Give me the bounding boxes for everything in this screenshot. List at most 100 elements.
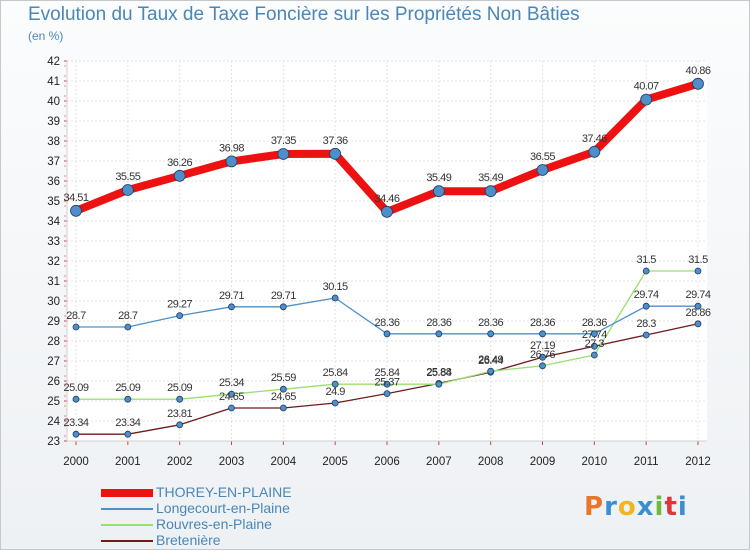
data-label: 26.49 [478, 354, 503, 366]
data-point [588, 145, 601, 158]
data-point [642, 331, 650, 339]
data-point [72, 323, 80, 331]
y-axis-dot [64, 235, 66, 237]
y-tick-label: 36 [47, 176, 60, 188]
data-point [487, 367, 495, 375]
data-label: 25.09 [115, 382, 140, 394]
data-point [435, 380, 443, 388]
y-axis-dot [64, 275, 66, 277]
y-axis-dot [64, 245, 66, 247]
x-tick-label: 2008 [478, 456, 504, 468]
data-label: 28.3 [636, 318, 656, 330]
y-axis-dot [64, 305, 66, 307]
data-point [228, 303, 235, 311]
data-point [642, 302, 650, 310]
data-label: 29.74 [634, 289, 659, 301]
x-tick-label: 2012 [685, 456, 711, 468]
logo-letter: t [664, 492, 678, 522]
y-axis-dot [64, 415, 66, 417]
data-point [70, 204, 82, 217]
data-point [432, 185, 445, 198]
y-axis-dot [64, 335, 66, 337]
y-axis-dot [64, 385, 66, 387]
data-point [329, 147, 342, 160]
data-point [590, 351, 598, 359]
legend-swatch-breteniere [101, 540, 153, 542]
y-axis-dot [64, 365, 66, 367]
data-label: 25.09 [63, 382, 88, 394]
data-label: 34.51 [63, 192, 88, 204]
data-point [642, 267, 650, 275]
data-point [124, 430, 132, 438]
data-label: 36.55 [530, 151, 555, 163]
y-tick-label: 37 [47, 156, 60, 168]
data-point [176, 312, 184, 320]
data-point [331, 380, 339, 388]
y-tick-label: 40 [47, 96, 60, 108]
data-label: 30.15 [323, 281, 348, 293]
y-axis-dot [64, 205, 66, 207]
data-label: 25.37 [374, 377, 399, 389]
y-axis-dot [64, 325, 66, 327]
y-axis-dot [64, 295, 66, 297]
data-point [176, 421, 184, 429]
y-tick-label: 25 [47, 396, 60, 408]
y-axis-dot [64, 115, 66, 117]
data-point [225, 155, 238, 168]
logo-letter: i [654, 492, 665, 522]
y-axis-dot [64, 395, 66, 397]
y-tick-label: 32 [47, 256, 60, 268]
data-label: 28.36 [374, 317, 399, 329]
data-label: 27.3 [585, 338, 605, 350]
x-tick-label: 2003 [219, 456, 245, 468]
data-label: 28.36 [478, 317, 503, 329]
x-tick-label: 2010 [582, 456, 608, 468]
logo-letter: P [584, 492, 605, 522]
x-tick-label: 2001 [115, 456, 141, 468]
y-tick-label: 35 [47, 196, 60, 208]
data-label: 35.55 [115, 171, 140, 183]
data-label: 28.36 [530, 317, 555, 329]
y-tick-label: 34 [47, 216, 60, 228]
y-axis-dot [64, 175, 66, 177]
data-label: 29.71 [219, 290, 244, 302]
y-axis-dot [64, 75, 66, 77]
data-point [279, 385, 287, 393]
data-label: 31.5 [636, 254, 656, 266]
data-point [176, 395, 184, 403]
y-axis-dot [64, 95, 66, 97]
data-label: 23.81 [167, 408, 192, 420]
data-point [487, 330, 495, 338]
data-label: 27.74 [582, 329, 607, 341]
x-tick-label: 2007 [426, 456, 452, 468]
y-axis-dot [64, 375, 66, 377]
data-point [279, 303, 287, 311]
data-point [228, 390, 235, 398]
y-tick-label: 28 [47, 336, 60, 348]
data-point [124, 395, 132, 403]
y-tick-label: 30 [47, 296, 60, 308]
data-label: 26.44 [478, 355, 503, 367]
data-label: 25.34 [219, 377, 244, 389]
data-point [640, 93, 653, 106]
data-point [484, 185, 497, 198]
data-point [539, 362, 546, 370]
y-tick-label: 26 [47, 376, 60, 388]
data-label: 24.65 [219, 391, 244, 403]
data-label: 40.86 [685, 65, 710, 77]
y-axis-dot [64, 125, 66, 127]
y-axis-dot [64, 85, 66, 87]
data-point [124, 323, 132, 331]
logo-letter: o [617, 492, 637, 522]
y-axis-dot [64, 225, 66, 227]
data-point [536, 164, 549, 176]
data-label: 29.74 [685, 289, 710, 301]
x-tick-label: 2011 [634, 456, 659, 468]
proxiti-logo: Proxiti [584, 492, 688, 522]
y-axis-dot [64, 195, 66, 197]
y-tick-label: 31 [47, 276, 60, 288]
data-label: 23.34 [63, 417, 88, 429]
y-axis-dot [64, 355, 66, 357]
